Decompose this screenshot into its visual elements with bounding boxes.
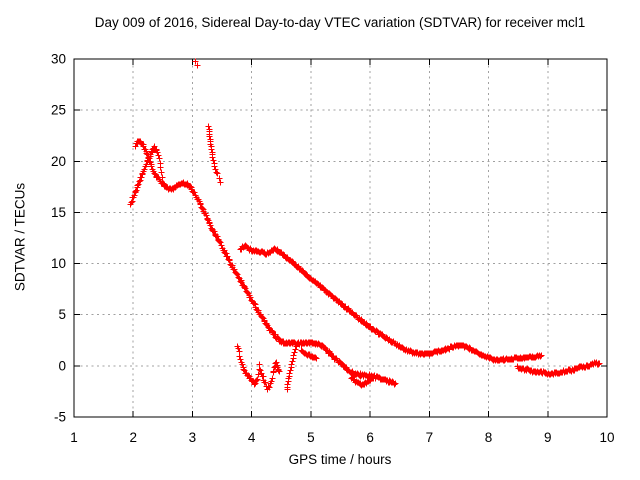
tick-labels: 1 2 3 4 5 6 7 8 9 10 -5 0 5 10 15 20 25 30	[51, 52, 615, 446]
x-axis-label: GPS time / hours	[288, 452, 392, 467]
x-tick-label: 6	[366, 430, 374, 445]
plot-border	[73, 58, 608, 418]
series-top-outlier	[192, 58, 201, 69]
series-sub-plateau-segment	[298, 347, 320, 362]
y-tick-label: 15	[51, 205, 66, 220]
x-tick-label: 3	[189, 430, 197, 445]
y-tick-label: 10	[51, 256, 66, 271]
x-tick-label: 2	[129, 430, 137, 445]
chart-title: Day 009 of 2016, Sidereal Day-to-day VTE…	[94, 15, 586, 30]
x-tick-label: 7	[426, 430, 434, 445]
x-tick-label: 10	[599, 430, 614, 445]
y-tick-label: 20	[51, 154, 66, 169]
x-tick-label: 4	[248, 430, 256, 445]
data-series	[127, 58, 603, 393]
y-tick-label: -5	[54, 410, 66, 425]
y-tick-label: 30	[51, 52, 66, 67]
x-tick-label: 5	[307, 430, 315, 445]
series-vertical-streak-hour4p6	[284, 343, 300, 393]
x-tick-label: 8	[485, 430, 493, 445]
x-tick-label: 9	[544, 430, 552, 445]
series-vertical-streak-hour3	[205, 123, 224, 186]
series-low-flat-tail	[514, 359, 603, 378]
y-tick-label: 0	[58, 358, 66, 373]
y-tick-label: 5	[58, 307, 66, 322]
y-tick-label: 25	[51, 103, 66, 118]
series-main-descent	[132, 138, 399, 388]
series-dip-segment	[348, 374, 377, 389]
x-tick-label: 1	[70, 430, 78, 445]
series-rising-peak	[127, 143, 166, 208]
series-upper-branch-descent	[237, 242, 545, 364]
series-noise-cluster-hour4	[234, 343, 283, 393]
axes	[73, 58, 608, 418]
